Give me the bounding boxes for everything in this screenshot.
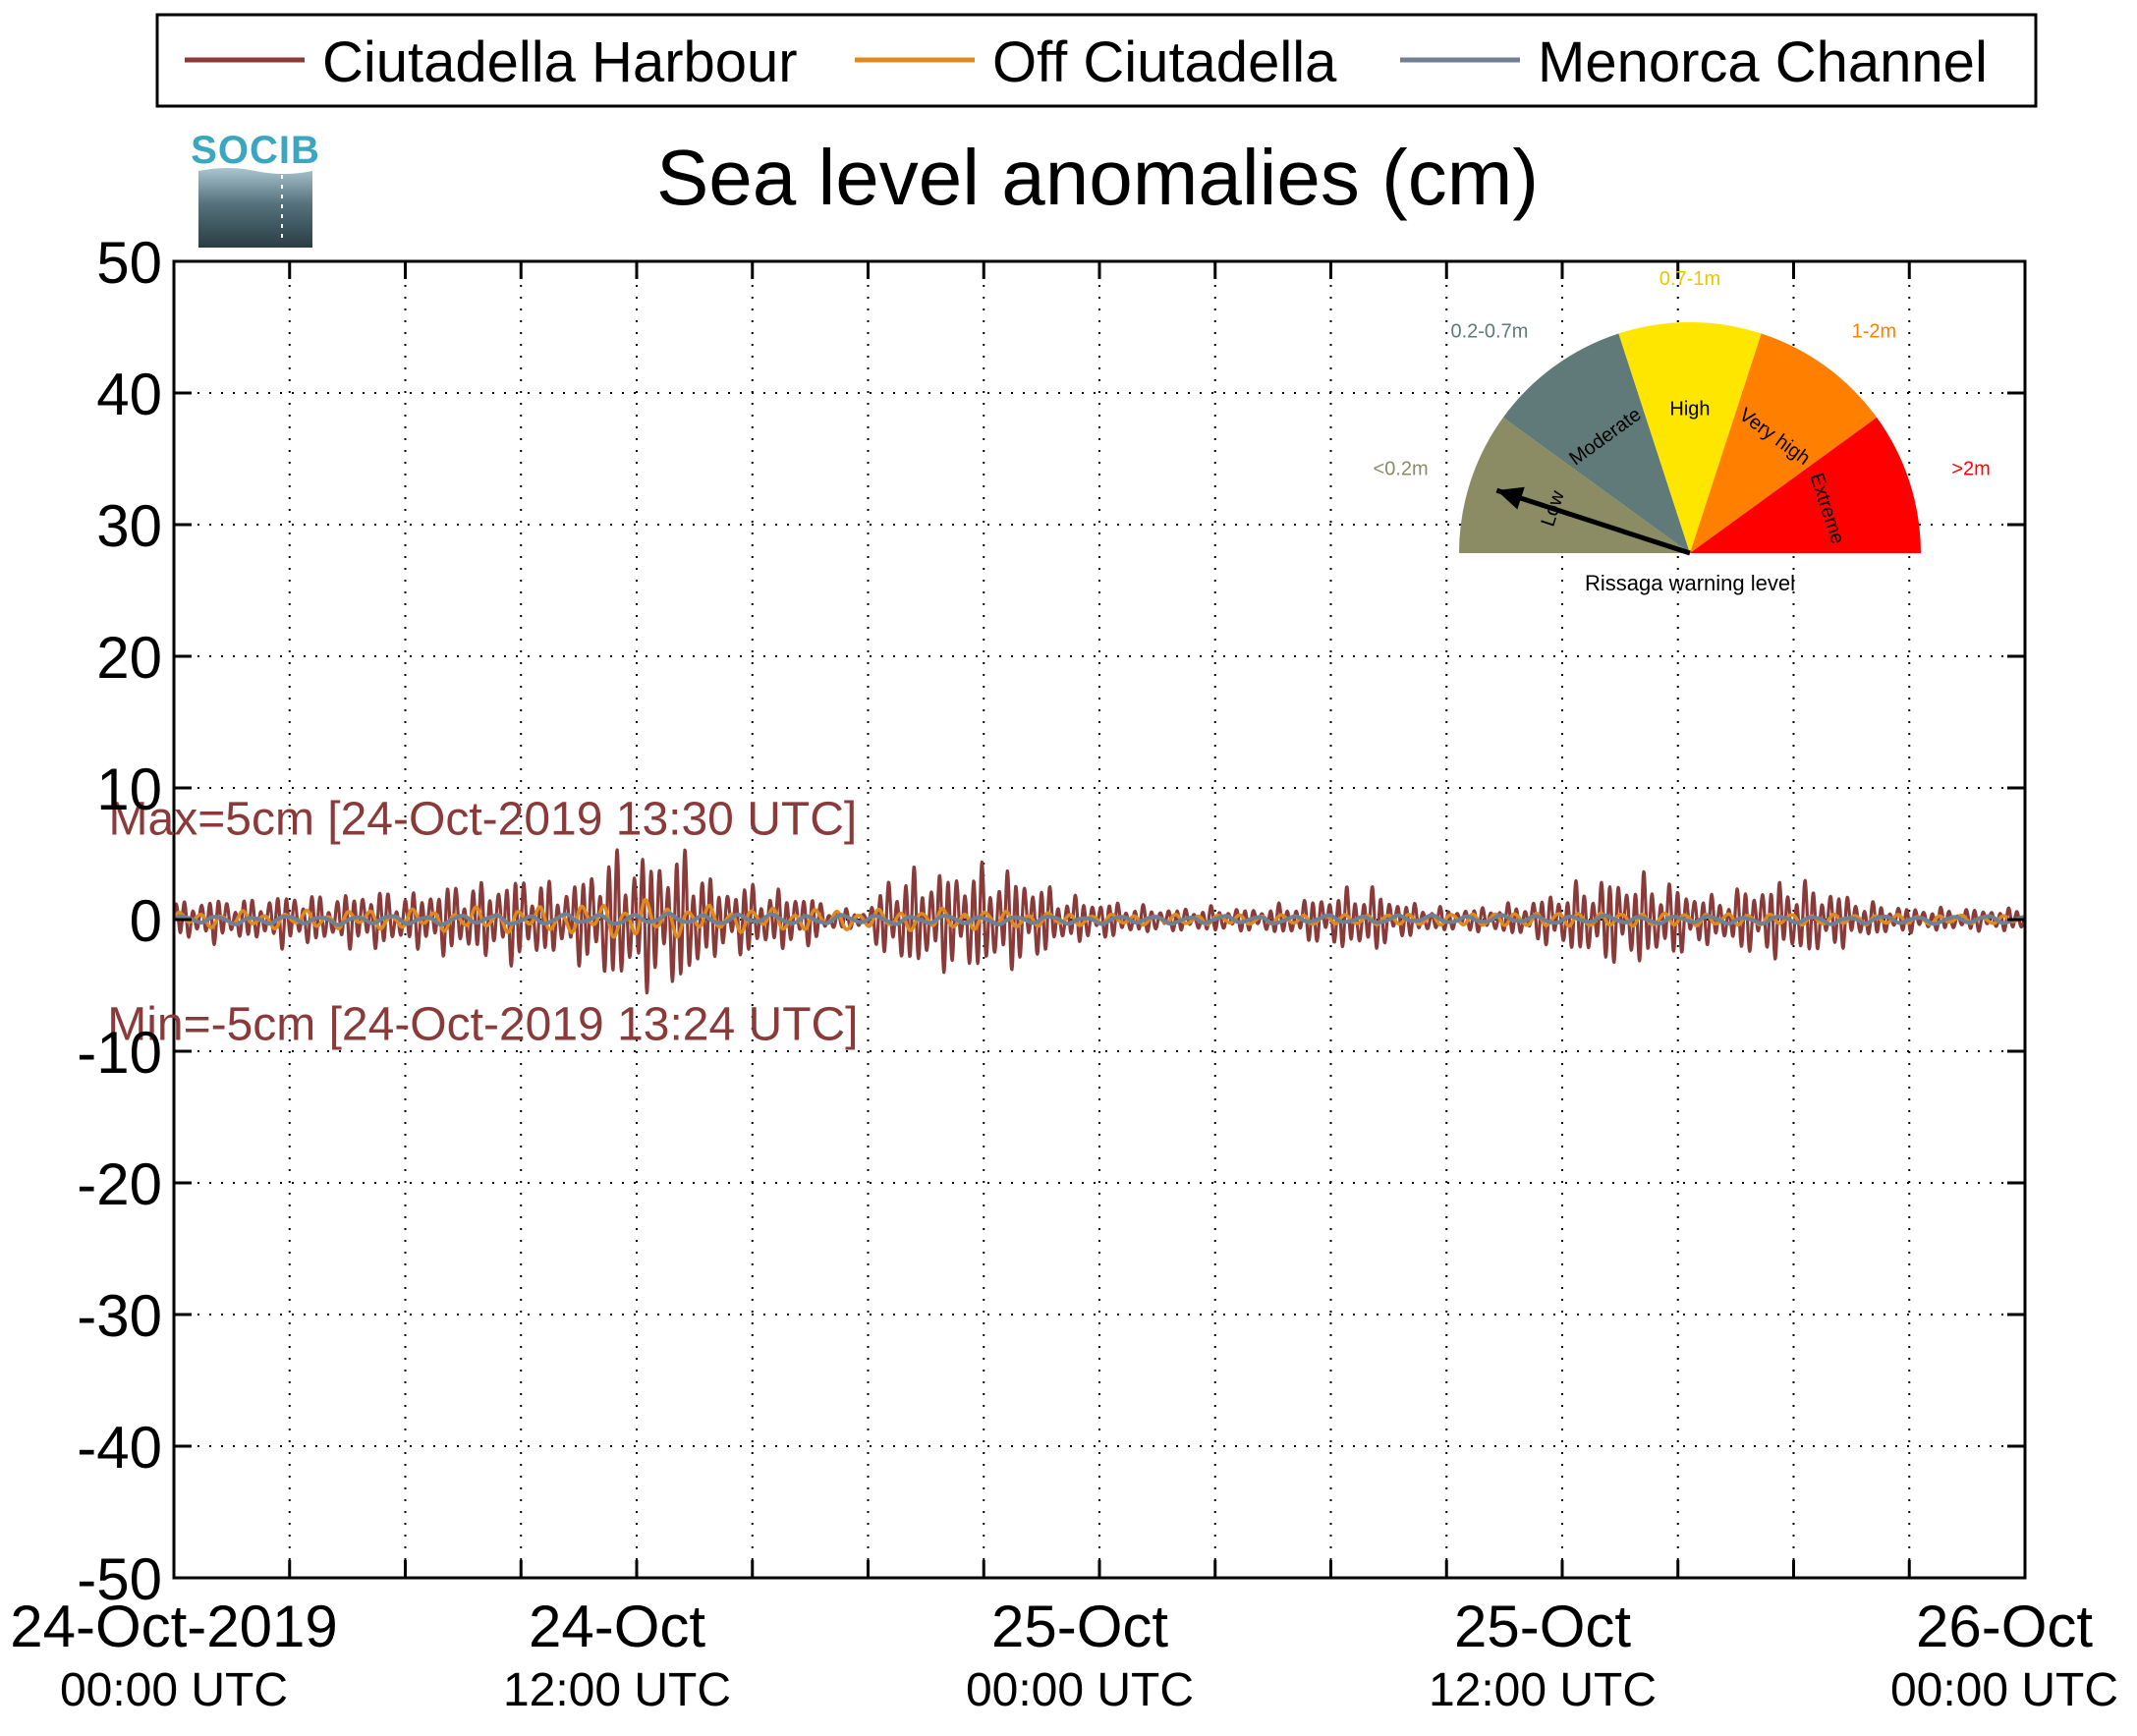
x-tick-label-date: 24-Oct (529, 1594, 705, 1659)
y-tick-label: -50 (77, 1546, 162, 1612)
grid-lines (174, 261, 2025, 1578)
gauge-range-label: <0.2m (1374, 458, 1429, 479)
gauge-title: Rissaga warning level (1585, 571, 1795, 595)
legend: Ciutadella Harbour Off Ciutadella Menorca … (155, 13, 2038, 108)
socib-logo: SOCIB (191, 129, 320, 248)
y-axis-labels: 50 40 30 20 10 0 -10 -20 -30 -40 -50 (77, 230, 162, 1612)
min-annotation: Min=-5cm [24-Oct-2019 13:24 UTC] (107, 999, 858, 1051)
y-tick-label: 0 (130, 888, 162, 954)
x-tick-label-date: 24-Oct-2019 (10, 1594, 338, 1659)
gauge-range-label: 0.7-1m (1659, 268, 1720, 290)
legend-box (155, 13, 2038, 108)
gauge-sector-0 (1459, 417, 1690, 553)
y-tick-label: -20 (77, 1151, 162, 1217)
y-tick-label: 30 (96, 493, 162, 559)
gauge-range-label: >2m (1951, 458, 1990, 479)
gauge-range-label: 0.2-0.7m (1450, 320, 1528, 342)
series-line-2 (172, 911, 2026, 927)
legend-label-1: Off Ciutadella (992, 30, 1337, 94)
annotations: Max=5cm [24-Oct-2019 13:30 UTC] Min=-5cm … (107, 793, 858, 1050)
y-tick-label: 10 (96, 756, 162, 822)
x-tick-label-date: 26-Oct (1916, 1594, 2093, 1659)
x-tick-label-date: 25-Oct (1454, 1594, 1631, 1659)
y-tick-label: -10 (77, 1020, 162, 1086)
max-annotation: Max=5cm [24-Oct-2019 13:30 UTC] (109, 793, 858, 845)
gauge-sector-4 (1690, 417, 1921, 553)
axis-ticks (174, 259, 2025, 1580)
series-layer (172, 848, 2027, 995)
x-tick-label-time: 00:00 UTC (966, 1664, 1194, 1716)
gauge-sector-2 (1618, 322, 1762, 553)
y-tick-label: -30 (77, 1283, 162, 1349)
y-tick-label: -40 (77, 1415, 162, 1481)
logo-text: SOCIB (191, 129, 320, 172)
gauge-sector-1 (1502, 333, 1690, 553)
x-tick-label-time: 00:00 UTC (1890, 1664, 2118, 1716)
legend-label-0: Ciutadella Harbour (322, 30, 798, 94)
x-tick-label-time: 12:00 UTC (503, 1664, 731, 1716)
gauge-sector-3 (1690, 333, 1878, 553)
y-tick-label: 50 (96, 230, 162, 296)
x-tick-label-date: 25-Oct (991, 1594, 1168, 1659)
gauge-needle-arrow (1496, 486, 1525, 510)
x-tick-label-time: 12:00 UTC (1429, 1664, 1657, 1716)
y-tick-label: 40 (96, 362, 162, 427)
x-tick-label-time: 00:00 UTC (60, 1664, 288, 1716)
gauge-needle (1495, 487, 1691, 556)
legend-label-2: Menorca Channel (1538, 30, 1988, 94)
gauge-sector-label: High (1669, 399, 1710, 420)
chart-title: Sea level anomalies (cm) (656, 134, 1539, 221)
series-line-0 (172, 848, 2027, 995)
y-tick-label: 20 (96, 625, 162, 691)
gauge-range-label: 1-2m (1852, 320, 1897, 342)
